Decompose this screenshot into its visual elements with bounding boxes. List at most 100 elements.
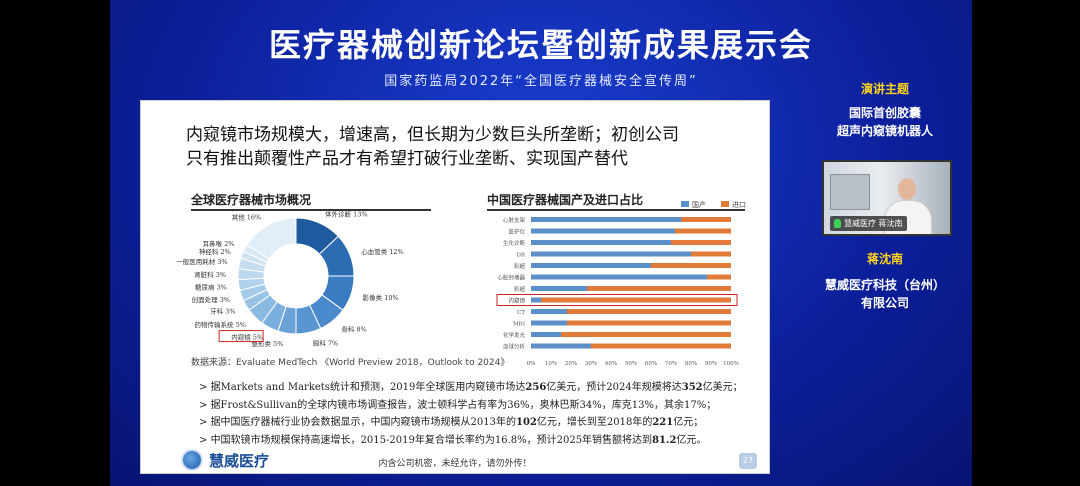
- bar-segment: [707, 274, 731, 280]
- bar-segment: [531, 240, 671, 245]
- x-tick-label: 80%: [685, 361, 697, 367]
- x-tick-label: 10%: [545, 361, 557, 367]
- bar-segment: [591, 343, 731, 349]
- company-logo: 慧威医疗: [181, 449, 269, 471]
- bar-segment: [531, 263, 651, 268]
- confidential-notice: 内含公司机密，未经允许，请勿外传！: [378, 459, 532, 469]
- x-tick-label: 20%: [565, 361, 577, 367]
- bar-segment: [531, 332, 561, 337]
- bullet-highlight-number: 352: [681, 382, 703, 393]
- bullet-item: > 据Frost&Sullivan的全球内镜市场调查报告，波士顿科学占有率为36…: [199, 397, 764, 415]
- legend-label: 国产: [692, 201, 706, 209]
- slide-heading-line: 只有推出颠覆性产品才有希望打破行业垄断、实现国产替代: [186, 149, 628, 169]
- donut-slice-label: 心血管类 12%: [361, 247, 404, 256]
- topic-label: 演讲主题: [860, 82, 909, 96]
- donut-slice-label: 骨科 8%: [341, 324, 366, 333]
- donut-slice-label: 糖尿病 3%: [195, 283, 227, 292]
- bar-category-label: 血球分析: [503, 343, 526, 351]
- conference-stage: 医疗器械创新论坛暨创新成果展示会 国家药监局2022年“全国医疗器械安全宣传周”…: [110, 0, 972, 486]
- video-name-text: 慧威医疗 蒋沈南: [844, 219, 903, 228]
- bar-segment: [675, 228, 731, 234]
- logo-text: 慧威医疗: [209, 451, 270, 470]
- topic-line: 超声内窥镜机器人: [836, 124, 933, 138]
- speaker-head: [898, 178, 916, 200]
- bullet-text: 亿元；: [673, 417, 704, 428]
- donut-chart: 体外诊断 13% 心血管类 12% 影像类 10% 骨科 8% 眼科 7% 整形类 5% 内…: [146, 210, 446, 461]
- bullet-item: > 据Markets and Markets统计和预测，2019年全球医用内窥镜…: [199, 379, 764, 397]
- bullet-text: 亿元。: [676, 434, 707, 446]
- donut-slice-label: 体外诊断 13%: [325, 211, 368, 219]
- speaker-video-tile[interactable]: 慧威医疗 蒋沈南: [822, 160, 952, 236]
- bullet-text: 据中国医疗器械行业协会数据显示，中国内窥镜市场规模从2013年的: [210, 417, 517, 428]
- x-tick-label: 50%: [625, 361, 637, 367]
- bullet-marker: >: [199, 399, 211, 411]
- video-name-tag: 慧威医疗 蒋沈南: [830, 216, 907, 231]
- slide-heading-line: 内窥镜市场规模大，增速高，但长期为少数巨头所垄断；初创公司: [186, 125, 679, 145]
- highlight-box: [496, 294, 738, 306]
- bullet-highlight-number: 81.2: [652, 434, 677, 446]
- x-tick-label: 40%: [605, 361, 617, 367]
- bar-category-label: 生化诊断: [503, 239, 526, 247]
- bar-segment: [531, 320, 567, 326]
- highlight-box: [218, 330, 264, 343]
- legend-swatch: [681, 201, 689, 207]
- bullet-marker: >: [199, 434, 211, 446]
- bullet-text: 亿元，增长到至2018年的: [536, 417, 653, 428]
- bullet-item: > 中国软镜市场规模保持高速增长，2015-2019年复合增长率约为16.8%，…: [199, 432, 764, 450]
- bar-category-label: 内窥镜: [508, 297, 525, 305]
- bar-segment: [531, 286, 587, 291]
- bar-segment: [681, 217, 731, 222]
- bar-category-label: 彩超: [514, 262, 526, 270]
- donut-slice-label: 其他 16%: [232, 212, 262, 221]
- donut-slice-label: 药物传输系统 5%: [195, 320, 246, 329]
- speaker-org-line: 有限公司: [860, 296, 909, 310]
- bullet-marker: >: [199, 417, 211, 428]
- bar-segment: [671, 240, 731, 245]
- bullet-text: 亿美元；: [702, 382, 743, 393]
- bullet-text: 中国软镜市场规模保持高速增长，2015-2019年复合增长率约为16.8%，预计…: [210, 434, 653, 446]
- bar-segment: [561, 332, 731, 337]
- stacked-bar-chart: 国产 进口 心脏支架 监护仪 生化诊断 DR 彩超 心脏封堵器 彩超 内窥镜 CT MRI 化学发光 血球…: [471, 200, 771, 461]
- bullet-list: > 据Markets and Markets统计和预测，2019年全球医用内窥镜…: [199, 379, 764, 449]
- bar-category-label: DR: [516, 253, 525, 259]
- donut-slice-label: 内窥镜 5%: [231, 333, 263, 342]
- microphone-icon: [834, 219, 841, 228]
- bullet-text: 据Frost&Sullivan的全球内镜市场调查报告，波士顿科学占有率为36%，…: [210, 399, 717, 411]
- bar-segment: [531, 228, 675, 234]
- donut-slice-label: 影像类 10%: [363, 293, 399, 302]
- video-shelf: [830, 174, 870, 210]
- bullet-text: 据Markets and Markets统计和预测，2019年全球医用内窥镜市场…: [210, 382, 526, 393]
- bar-category-label: 化学发光: [503, 331, 526, 339]
- donut-slice-label: 耳鼻喉 2%: [203, 239, 235, 248]
- donut-slice-label: 一般医用耗材 3%: [176, 257, 227, 266]
- slide-footer: 慧威医疗 内含公司机密，未经允许，请勿外传！ 27: [141, 449, 769, 475]
- bar-segment: [531, 309, 567, 314]
- x-tick-label: 100%: [723, 361, 739, 367]
- bar-segment: [567, 309, 731, 314]
- donut-slice-label: 牙科 3%: [210, 307, 235, 316]
- right-chart-title: 中国医疗器械国产及进口占比: [487, 193, 644, 207]
- bar-segment: [541, 297, 731, 303]
- x-tick-label: 0%: [527, 361, 536, 367]
- donut-slice: [246, 217, 297, 260]
- speaker-name: 蒋沈南: [866, 252, 903, 266]
- left-chart-underline: [191, 209, 431, 211]
- topic-line: 国际首创胶囊: [848, 106, 921, 120]
- bullet-highlight-number: 102: [516, 417, 537, 428]
- logo-icon: [181, 449, 203, 471]
- x-tick-label: 70%: [665, 361, 677, 367]
- page-number: 27: [739, 453, 757, 469]
- bar-segment: [531, 343, 591, 349]
- source-note: 数据来源：Evaluate MedTech 《World Preview 201…: [191, 358, 510, 368]
- bar-category-label: 心脏支架: [503, 216, 526, 224]
- bar-category-label: CT: [517, 310, 525, 316]
- right-chart-underline: [487, 209, 745, 211]
- donut-slice-label: 整形类 5%: [251, 339, 283, 348]
- bar-segment: [691, 251, 731, 257]
- bar-segment: [587, 286, 731, 291]
- event-title: 医疗器械创新论坛暨创新成果展示会: [268, 26, 813, 64]
- bar-segment: [531, 297, 541, 303]
- bar-segment: [531, 274, 707, 280]
- bar-segment: [567, 320, 731, 326]
- speaker-organization: 慧威医疗科技（台州） 有限公司: [805, 276, 965, 312]
